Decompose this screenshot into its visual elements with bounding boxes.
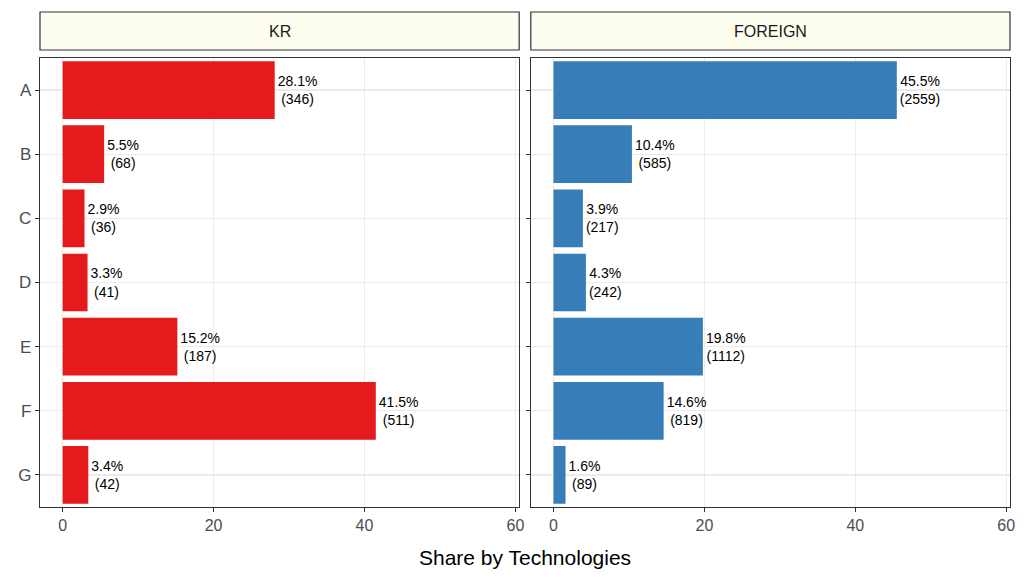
svg-text:5.5%(68): 5.5%(68): [107, 137, 139, 171]
svg-text:20: 20: [695, 517, 713, 534]
svg-text:60: 60: [507, 517, 525, 534]
svg-text:60: 60: [997, 517, 1015, 534]
svg-text:40: 40: [356, 517, 374, 534]
svg-text:41.5%(511): 41.5%(511): [379, 394, 419, 428]
svg-text:40: 40: [846, 517, 864, 534]
svg-text:0: 0: [549, 517, 558, 534]
svg-text:E: E: [20, 338, 31, 357]
svg-text:10.4%(585): 10.4%(585): [635, 137, 675, 171]
svg-text:G: G: [18, 466, 31, 485]
svg-text:FOREIGN: FOREIGN: [734, 23, 807, 40]
svg-text:B: B: [20, 145, 31, 164]
svg-text:2.9%(36): 2.9%(36): [88, 201, 120, 235]
svg-text:C: C: [19, 209, 31, 228]
svg-text:15.2%(187): 15.2%(187): [180, 330, 220, 364]
svg-text:14.6%(819): 14.6%(819): [667, 394, 707, 428]
svg-text:28.1%(346): 28.1%(346): [278, 73, 318, 107]
svg-text:Share by Technologies: Share by Technologies: [419, 546, 631, 569]
svg-text:1.6%(89): 1.6%(89): [569, 458, 601, 492]
svg-text:A: A: [20, 81, 32, 100]
svg-text:45.5%(2559): 45.5%(2559): [900, 73, 940, 107]
svg-text:3.9%(217): 3.9%(217): [586, 201, 619, 235]
svg-text:D: D: [19, 273, 31, 292]
svg-text:19.8%(1112): 19.8%(1112): [706, 330, 746, 364]
svg-text:3.3%(41): 3.3%(41): [91, 265, 123, 299]
svg-text:4.3%(242): 4.3%(242): [589, 265, 622, 299]
svg-text:0: 0: [58, 517, 67, 534]
svg-text:F: F: [21, 402, 31, 421]
svg-text:20: 20: [205, 517, 223, 534]
svg-text:KR: KR: [269, 23, 291, 40]
svg-text:3.4%(42): 3.4%(42): [91, 458, 123, 492]
